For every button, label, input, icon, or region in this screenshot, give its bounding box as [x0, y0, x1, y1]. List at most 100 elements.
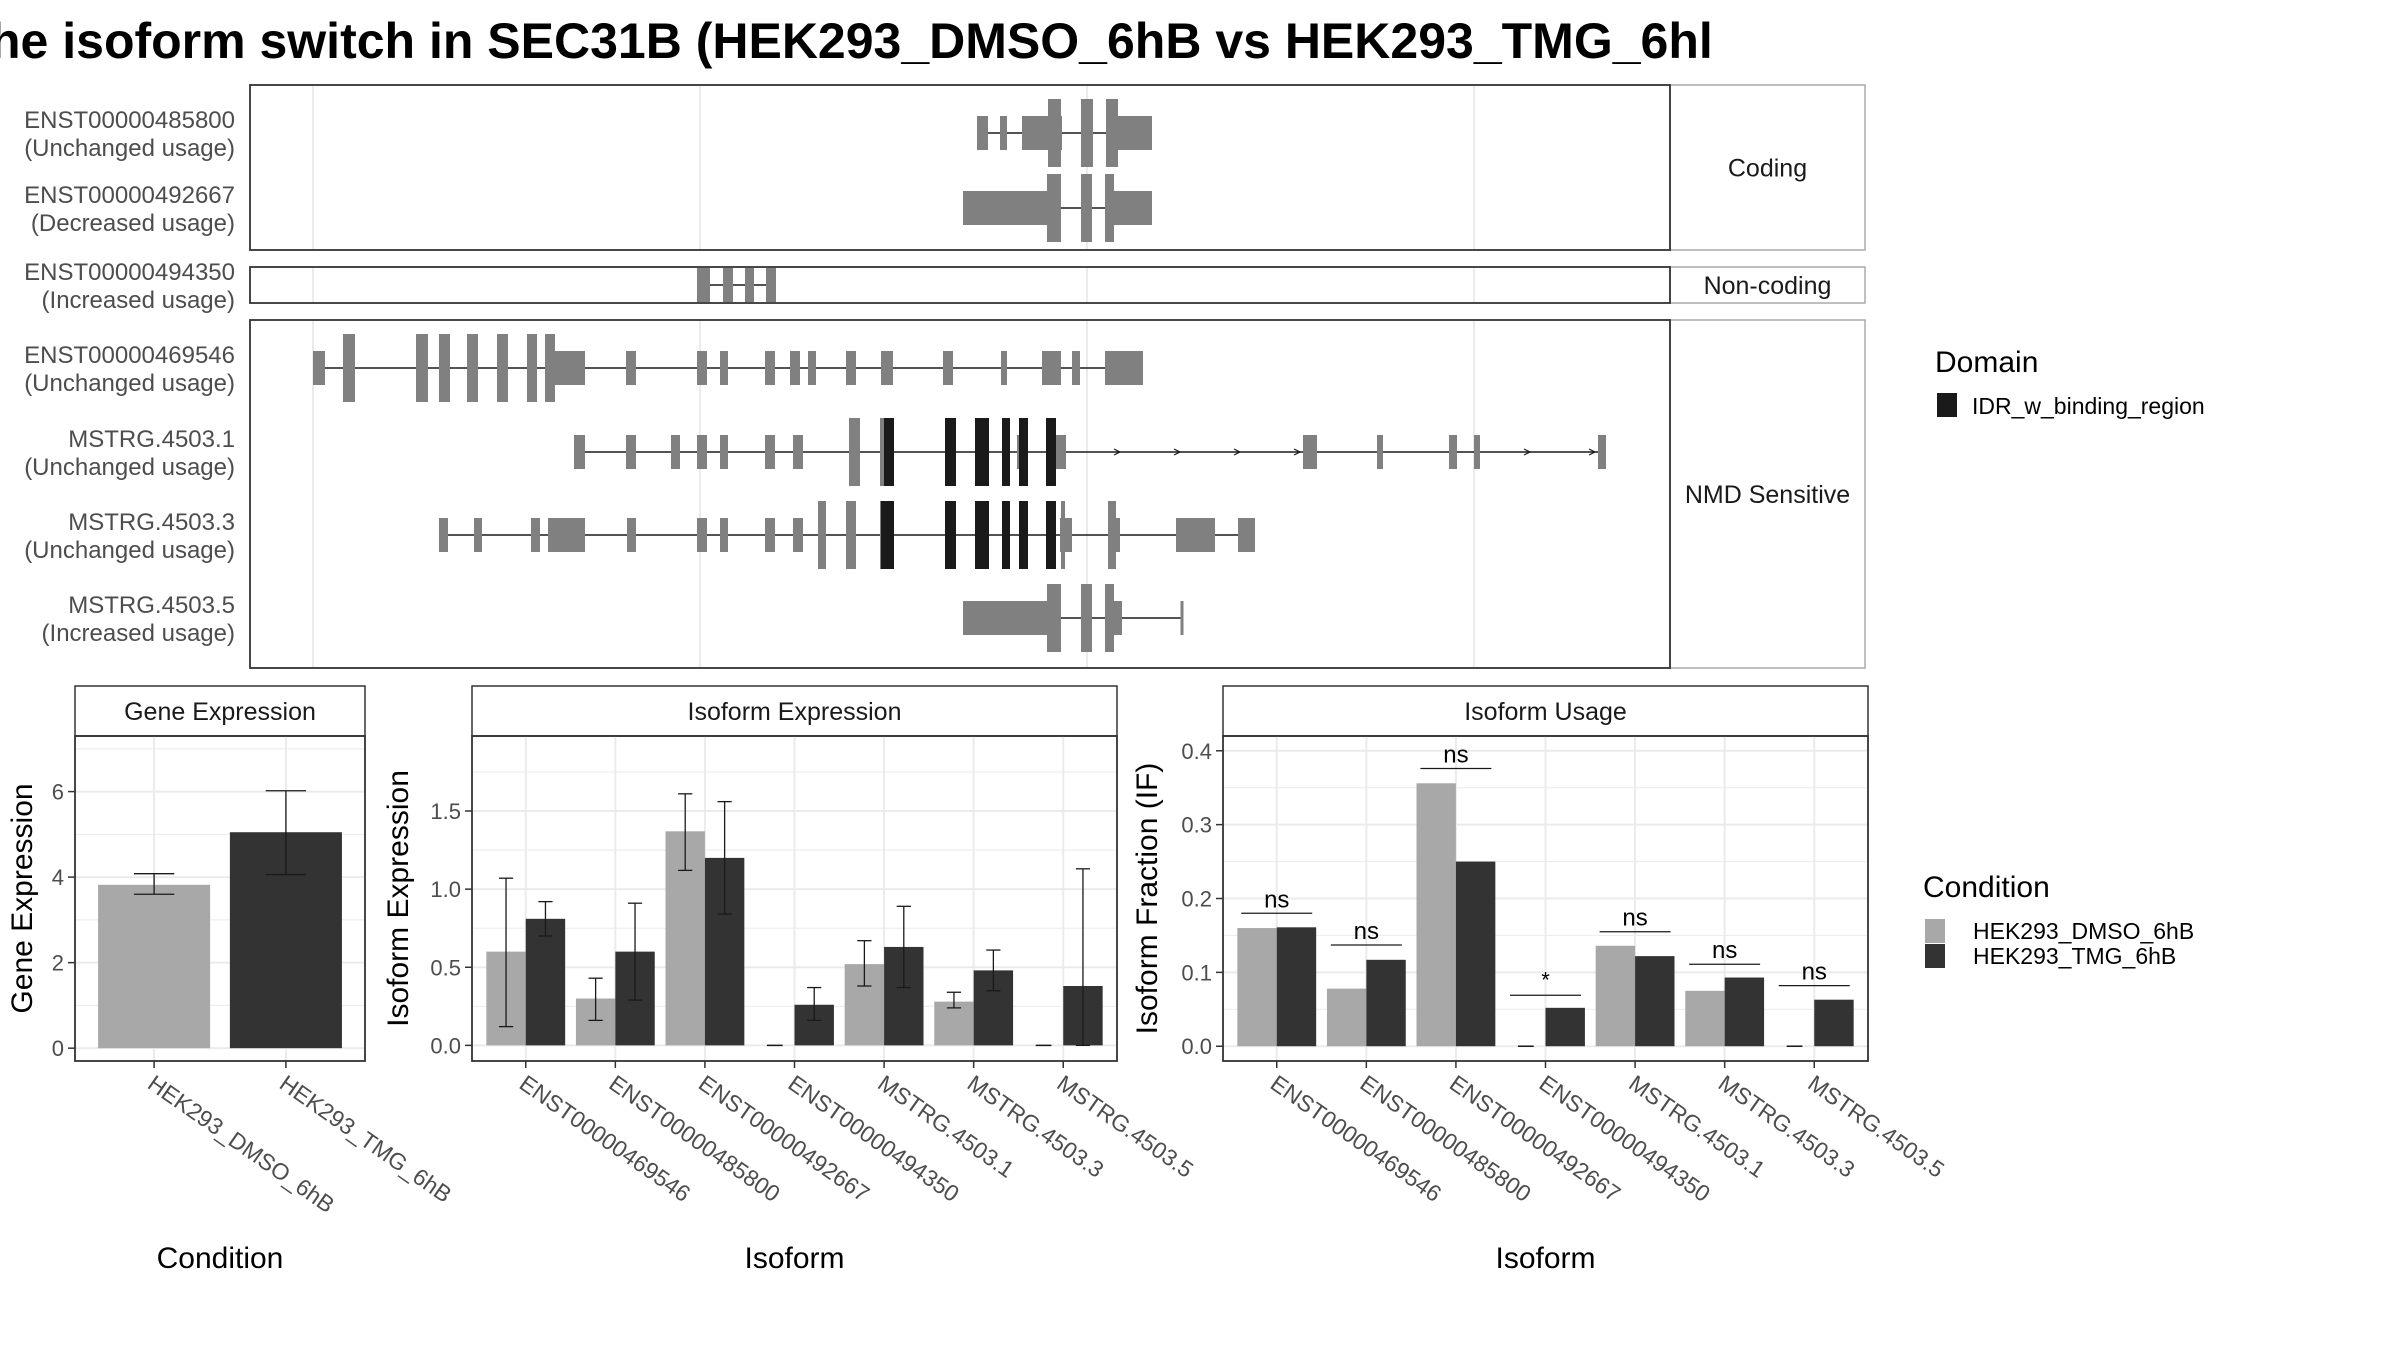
- y-tick-label: 0.4: [1181, 739, 1212, 764]
- transcript-exon: [846, 501, 856, 569]
- transcript-exon: [1106, 99, 1118, 167]
- transcript-exon: [963, 601, 1047, 635]
- transcript-exon: [1055, 435, 1066, 469]
- y-tick-label: 1.0: [430, 877, 461, 902]
- bar: [1724, 977, 1765, 1047]
- transcript-exon: [765, 351, 775, 385]
- domain-legend: Domain IDR_w_binding_region: [1935, 346, 2205, 419]
- transcript-exon: [1072, 351, 1080, 385]
- transcript-exon: [881, 351, 893, 385]
- transcript-direction-arrow: [1113, 448, 1122, 456]
- transcript-usage-label: (Unchanged usage): [24, 370, 235, 397]
- transcript-group-label: NMD Sensitive: [1685, 481, 1850, 509]
- condition-legend-label-tmg: HEK293_TMG_6hB: [1973, 943, 2176, 969]
- panel-title: Isoform Expression: [688, 698, 902, 726]
- transcript-exon: [1047, 174, 1061, 242]
- transcript-exon: [545, 334, 555, 402]
- transcript-exon: [1047, 584, 1061, 652]
- condition-legend: Condition HEK293_DMSO_6hB HEK293_TMG_6hB: [1923, 871, 2194, 969]
- panel-strip: [1222, 685, 1869, 737]
- transcript-domain: [1019, 418, 1028, 486]
- transcript-exon: [846, 351, 856, 385]
- transcript-direction-arrow: [1523, 448, 1532, 456]
- transcript-id-label: ENST00000494350: [24, 259, 235, 286]
- significance-label: ns: [1443, 742, 1468, 769]
- y-tick-label: 2: [52, 951, 64, 976]
- transcript-exon: [808, 351, 816, 385]
- transcript-exon: [439, 518, 448, 552]
- transcript-exon: [1042, 351, 1061, 385]
- transcript-exon: [849, 418, 860, 486]
- domain-legend-title: Domain: [1935, 346, 2038, 379]
- transcript-exon: [723, 268, 733, 302]
- transcript-exon: [343, 334, 355, 402]
- transcript-exon: [1474, 435, 1480, 469]
- transcript-usage-label: (Increased usage): [42, 620, 235, 647]
- transcript-usage-label: (Increased usage): [42, 287, 235, 314]
- transcript-exon: [1105, 174, 1114, 242]
- transcript-exon: [416, 334, 428, 402]
- transcript-exon: [697, 268, 710, 302]
- transcript-domain: [975, 418, 989, 486]
- transcript-exon: [697, 351, 707, 385]
- transcript-exon: [439, 334, 450, 402]
- transcript-usage-label: (Unchanged usage): [24, 454, 235, 481]
- transcript-group-strip: [1669, 266, 1866, 304]
- panel-strip: [74, 685, 366, 737]
- condition-legend-label-dmso: HEK293_DMSO_6hB: [1973, 918, 2194, 944]
- y-axis-title: Isoform Fraction (IF): [1131, 763, 1164, 1035]
- bar: [1237, 928, 1277, 1047]
- significance-label: ns: [1264, 886, 1289, 913]
- y-tick-label: 0.0: [430, 1033, 461, 1058]
- bar: [1455, 861, 1496, 1047]
- y-tick-label: 0.2: [1181, 887, 1212, 912]
- transcript-exon: [1114, 191, 1152, 225]
- transcript-exon: [1377, 435, 1383, 469]
- transcript-domain: [1002, 501, 1010, 569]
- condition-legend-swatch-tmg: [1925, 944, 1945, 968]
- y-tick-label: 0.5: [430, 955, 461, 980]
- significance-label: ns: [1712, 937, 1737, 964]
- transcript-domain: [884, 418, 894, 486]
- bar: [1595, 945, 1636, 1047]
- panel-title: Isoform Usage: [1464, 698, 1627, 726]
- transcript-panel-bg: [250, 85, 1670, 250]
- transcript-exon: [531, 518, 540, 552]
- y-tick-label: 0.0: [1181, 1034, 1212, 1059]
- transcript-panel-border: [249, 84, 1671, 251]
- significance-label: ns: [1354, 918, 1379, 945]
- y-axis-title: Gene Expression: [6, 783, 39, 1013]
- significance-label: ns: [1622, 905, 1647, 932]
- panel-title: Gene Expression: [124, 698, 316, 726]
- transcript-usage-label: (Unchanged usage): [24, 135, 235, 162]
- bar: [1685, 990, 1725, 1047]
- transcript-panel-bg: [250, 267, 1670, 303]
- transcript-exon: [1000, 116, 1007, 150]
- transcript-domain: [1002, 418, 1010, 486]
- y-tick-label: 0: [52, 1036, 64, 1061]
- transcript-domain: [1046, 418, 1056, 486]
- transcript-exon: [697, 435, 707, 469]
- bar: [1545, 1007, 1585, 1047]
- y-tick-label: 4: [52, 865, 64, 890]
- transcript-id-label: ENST00000492667: [24, 182, 235, 209]
- transcript-exon: [1105, 584, 1114, 652]
- bar: [1416, 783, 1456, 1047]
- domain-legend-swatch: [1937, 393, 1957, 417]
- transcript-exon: [1176, 518, 1215, 552]
- transcript-exon: [671, 435, 680, 469]
- transcript-id-label: MSTRG.4503.5: [68, 592, 235, 619]
- y-axis-title: Isoform Expression: [382, 770, 415, 1027]
- y-tick-label: 6: [52, 780, 64, 805]
- transcript-exon: [1238, 518, 1255, 552]
- transcript-exon: [1060, 518, 1072, 552]
- transcript-domain: [1046, 501, 1056, 569]
- transcript-exon: [527, 334, 537, 402]
- transcript-group-strip: [1669, 84, 1866, 251]
- transcript-exon: [697, 518, 707, 552]
- transcript-exon: [963, 191, 1047, 225]
- transcript-exon: [313, 351, 325, 385]
- transcript-exon: [818, 501, 826, 569]
- transcript-exon: [1081, 584, 1092, 652]
- bar: [934, 1001, 974, 1046]
